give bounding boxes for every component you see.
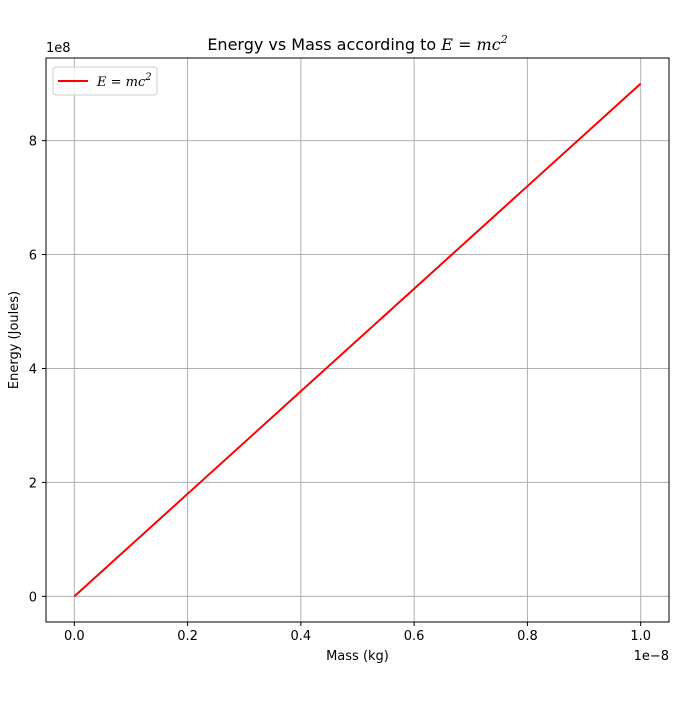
grid-layer (46, 58, 669, 622)
plot-frame (45, 57, 670, 623)
y-tick-label: 0 (29, 590, 37, 605)
chart-title: Energy vs Mass according to E = mc2 (207, 33, 507, 54)
legend: E = mc2 (52, 66, 158, 96)
y-tick-label: 8 (29, 135, 37, 150)
x-tick-label: 0.6 (404, 629, 425, 644)
x-tick-label: 0.4 (291, 629, 312, 644)
legend-label-exponent: 2 (144, 72, 151, 83)
data-layer (73, 82, 642, 598)
x-tick-label: 0.2 (177, 629, 198, 644)
legend-label: E = mc2 (96, 72, 152, 90)
y-tick-label: 6 (29, 249, 37, 264)
y-offset-label: 1e8 (46, 41, 71, 56)
x-offset-label: 1e−8 (634, 649, 669, 664)
x-axis-label: Mass (kg) (326, 649, 389, 664)
x-tick-label: 0.8 (517, 629, 538, 644)
chart-title-math: E = mc (440, 35, 500, 54)
y-axis-label: Energy (Joules) (7, 291, 22, 389)
y-tick-label: 4 (29, 362, 37, 377)
chart-title-text: Energy vs Mass according to (207, 35, 441, 54)
series-line (73, 82, 642, 598)
y-tick-label: 2 (29, 476, 37, 491)
tick-layer: 0.0 0.2 0.4 0.6 0.8 1.0 0 2 4 6 8 (29, 135, 651, 644)
x-tick-label: 1.0 (630, 629, 651, 644)
chart-title-exponent: 2 (500, 33, 508, 46)
legend-label-text: E = mc (96, 75, 146, 90)
x-tick-label: 0.0 (64, 629, 85, 644)
legend-box (52, 66, 158, 96)
